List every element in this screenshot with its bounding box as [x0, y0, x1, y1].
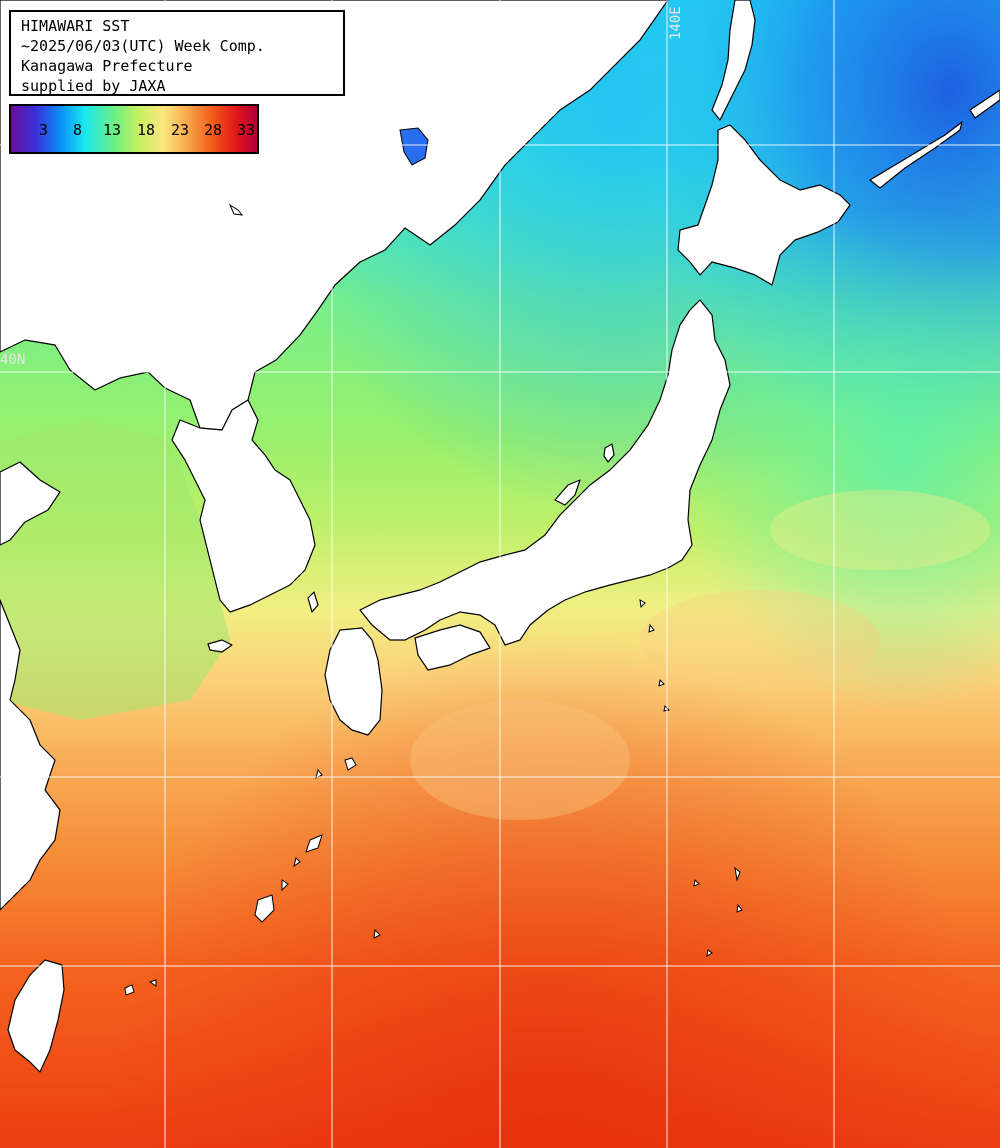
honshu: [359, 299, 731, 646]
title-line-product: HIMAWARI SST: [21, 17, 130, 35]
legend-label-8: 8: [73, 121, 83, 139]
legend-label-3: 3: [39, 121, 49, 139]
temperature-legend: 3 8 13 18 23 28 33: [9, 104, 259, 154]
taiwan: [7, 959, 65, 1073]
latitude-label-40n: 40N: [0, 352, 26, 368]
land-masses: [0, 0, 1000, 1073]
kuril-islands: [869, 121, 963, 189]
legend-label-18: 18: [137, 121, 156, 139]
legend-label-23: 23: [171, 121, 190, 139]
title-line-credit: supplied by JAXA: [21, 77, 166, 95]
kuril-islands-north: [969, 89, 1000, 119]
jeju-island: [207, 639, 233, 653]
hokkaido: [677, 124, 851, 286]
title-line-date: ~2025/06/03(UTC) Week Comp.: [21, 37, 265, 55]
kyushu: [324, 627, 383, 736]
sado-island: [603, 443, 615, 463]
longitude-label-140e: 140E: [668, 6, 684, 40]
sakhalin: [711, 0, 756, 121]
legend-label-13: 13: [103, 121, 122, 139]
legend-color-bar: [11, 106, 257, 152]
shikoku: [414, 624, 491, 671]
title-line-region: Kanagawa Prefecture: [21, 57, 193, 75]
island-chains: [124, 127, 743, 996]
korean-peninsula: [171, 399, 316, 613]
noto-peninsula: [554, 479, 581, 506]
legend-label-28: 28: [204, 121, 223, 139]
title-box: HIMAWARI SST ~2025/06/03(UTC) Week Comp.…: [9, 10, 345, 96]
shandong-peninsula: [0, 461, 61, 546]
china-coast: [0, 599, 61, 911]
tsushima-island: [307, 591, 319, 613]
legend-label-33: 33: [237, 121, 256, 139]
